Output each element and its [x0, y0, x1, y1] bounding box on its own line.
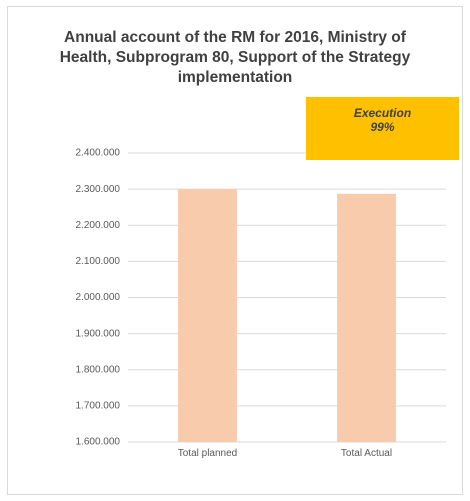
annotation-text: 99%	[370, 120, 395, 134]
y-tick-label: 2.100.000	[76, 256, 121, 267]
chart-title: Annual account of the RM for 2016, Minis…	[59, 29, 411, 86]
bar	[337, 193, 396, 442]
y-tick-label: 1.600.000	[76, 437, 121, 448]
annotation-box: Execution 99%	[306, 97, 459, 160]
bar	[178, 189, 237, 442]
x-tick-label: Total Actual	[340, 448, 393, 459]
y-tick-label: 1.800.000	[76, 364, 121, 375]
y-tick-label: 2.200.000	[76, 220, 121, 231]
x-tick-label: Total planned	[177, 448, 238, 459]
annotation-text: Execution	[353, 106, 412, 120]
y-tick-label: 1.700.000	[76, 401, 121, 412]
y-tick-label: 2.000.000	[76, 292, 121, 303]
y-tick-label: 2.400.000	[76, 148, 121, 159]
y-tick-label: 1.900.000	[76, 328, 121, 339]
y-tick-label: 2.300.000	[76, 184, 121, 195]
